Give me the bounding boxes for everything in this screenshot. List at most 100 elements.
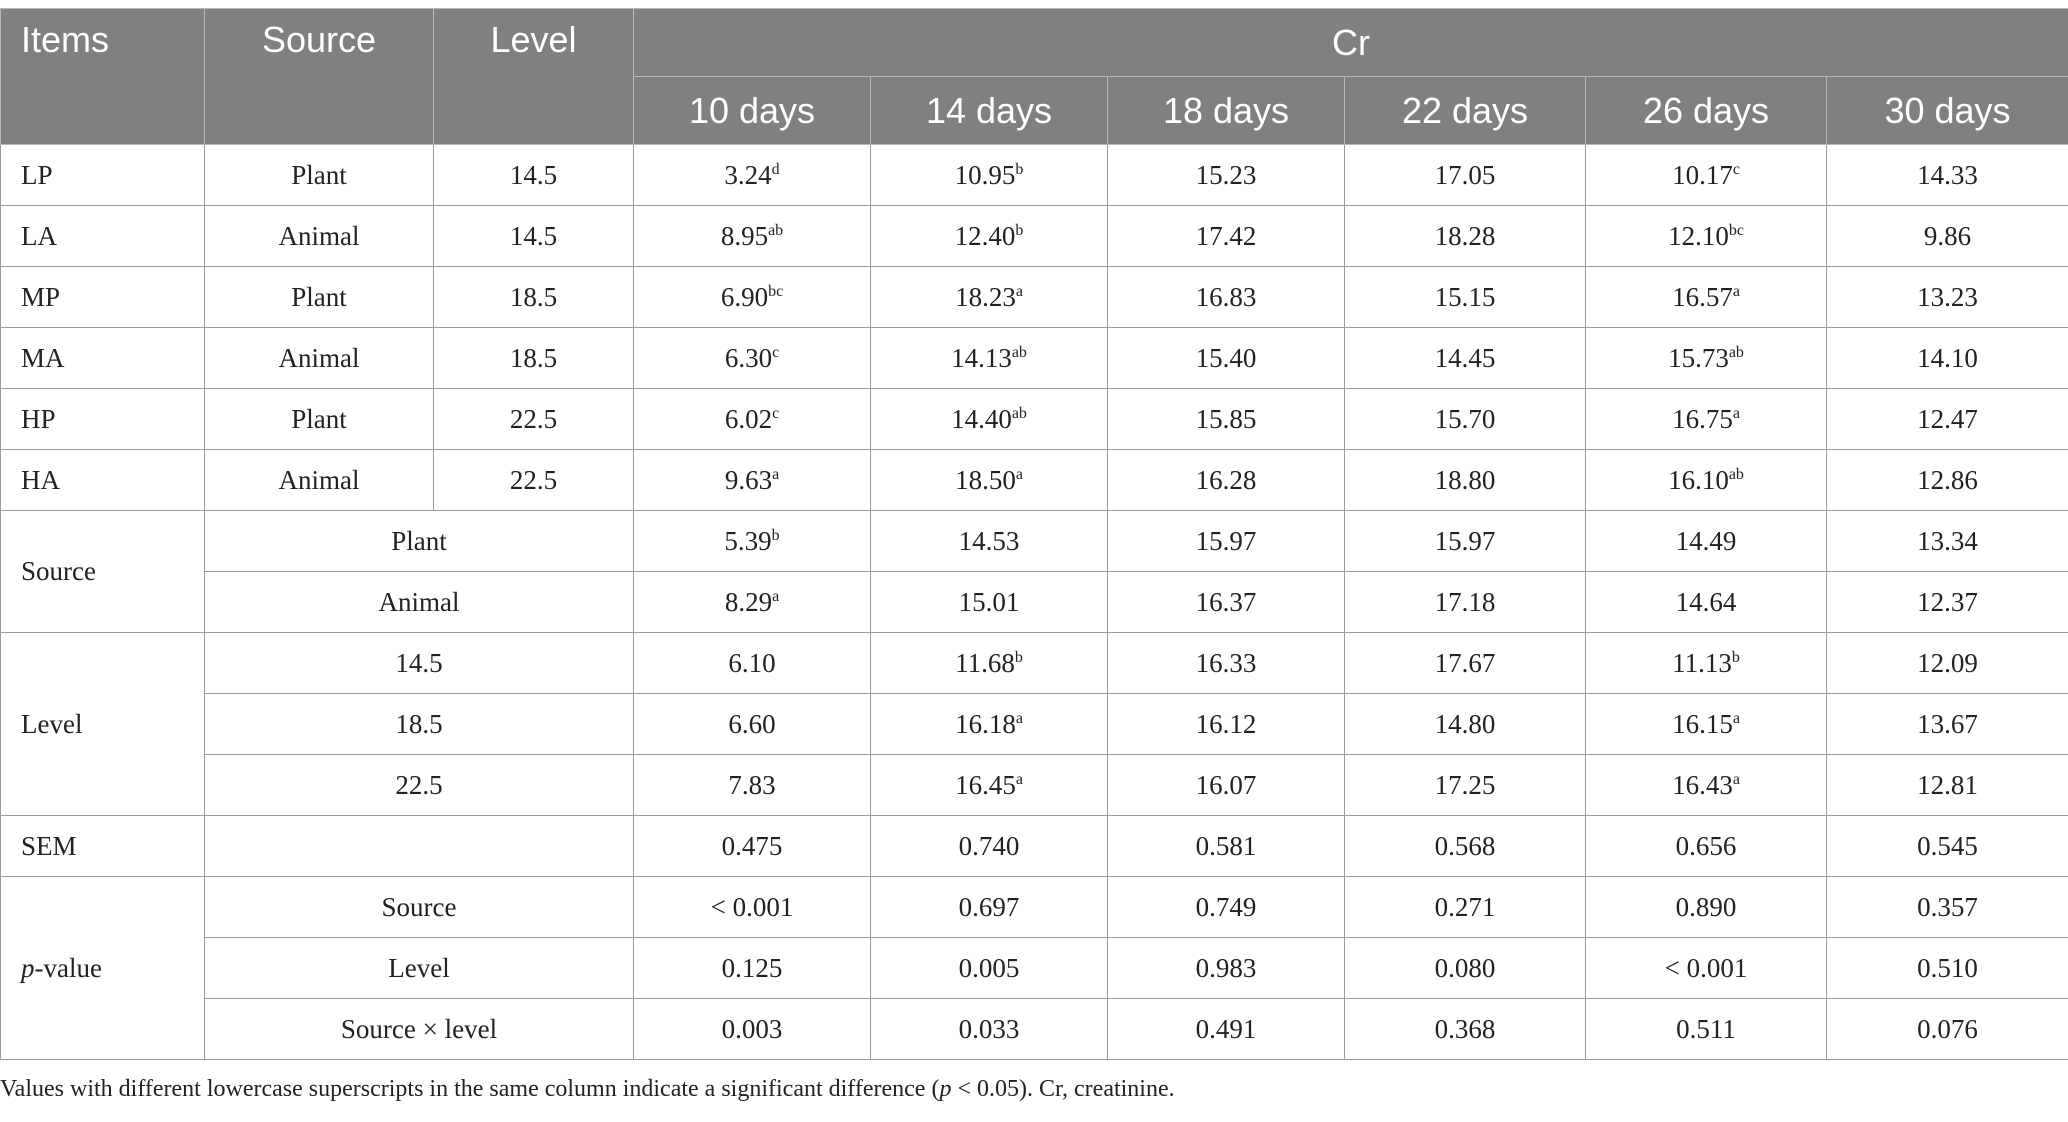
value-cell: 12.09	[1826, 632, 2068, 694]
table-row: HP Plant 22.5 6.02c 14.40ab 15.85 15.70 16.75a 1…	[0, 388, 2068, 450]
value-cell-superscript: a	[1015, 709, 1023, 727]
value-cell: 15.73ab	[1585, 327, 1827, 389]
value-cell: 16.43a	[1585, 754, 1827, 816]
value-cell-value: 12.40	[954, 220, 1016, 251]
item-cell: MP	[0, 266, 205, 328]
value-cell-superscript: ab	[1011, 404, 1027, 422]
header-day-30: 30 days	[1826, 76, 2068, 145]
table-row: p-value Source < 0.001 0.697 0.749 0.271 0.890…	[0, 876, 2068, 1060]
level-cell-value: 14.5	[509, 220, 558, 251]
item-cell: LA	[0, 205, 205, 267]
value-cell: 12.37	[1826, 571, 2068, 633]
value-cell-value: 0.749	[1195, 891, 1257, 922]
value-cell: 0.033	[870, 998, 1108, 1060]
value-cell: 6.60	[633, 693, 871, 755]
value-cell-value: 0.568	[1434, 830, 1496, 861]
value-cell-value: 0.357	[1917, 891, 1978, 922]
value-cell-value: 15.85	[1195, 403, 1257, 434]
subgroup-cell: 22.5	[204, 754, 634, 816]
value-cell-value: 14.33	[1917, 159, 1978, 190]
value-cell-value: 6.02	[724, 403, 773, 434]
value-cell-value: 9.63	[724, 464, 773, 495]
value-cell-value: 5.39	[724, 525, 772, 556]
value-cell-value: 11.13	[1672, 647, 1732, 678]
subgroup-cell-value: Level	[388, 952, 450, 983]
value-cell-value: 14.53	[958, 525, 1020, 556]
table-body: LP Plant 14.5 3.24d 10.95b 15.23 17.05 10.17c 14…	[0, 144, 2068, 1060]
value-cell-value: 16.75	[1672, 403, 1733, 434]
level-cell: 14.5	[433, 144, 634, 206]
value-cell-superscript: a	[1732, 282, 1740, 300]
value-cell-value: 0.545	[1917, 830, 1978, 861]
value-cell-value: 10.17	[1672, 159, 1733, 190]
value-cell: 0.545	[1826, 815, 2068, 877]
value-cell: 0.510	[1826, 937, 2068, 999]
source-group-label-value: Source	[21, 556, 96, 586]
value-cell-value: 15.97	[1195, 525, 1257, 556]
value-cell: 10.95b	[870, 144, 1108, 206]
value-cell-value: 14.49	[1675, 525, 1737, 556]
value-cell: < 0.001	[633, 876, 871, 938]
value-cell-superscript: a	[1732, 404, 1740, 422]
value-cell: 6.02c	[633, 388, 871, 450]
header-day-18: 18 days	[1107, 76, 1345, 145]
item-cell-value: LA	[21, 220, 57, 251]
source-cell: Animal	[204, 327, 434, 389]
value-cell: 0.475	[633, 815, 871, 877]
value-cell: 0.740	[870, 815, 1108, 877]
source-cell: Plant	[204, 388, 434, 450]
value-cell: 0.581	[1107, 815, 1345, 877]
value-cell-superscript: c	[772, 404, 780, 422]
value-cell: 6.30c	[633, 327, 871, 389]
value-cell-value: 16.57	[1672, 281, 1733, 312]
subgroup-cell-value: 18.5	[395, 708, 443, 739]
value-cell-value: 16.83	[1195, 281, 1257, 312]
value-cell-value: 6.60	[728, 708, 776, 739]
value-cell: 17.67	[1344, 632, 1586, 694]
value-cell-value: 18.28	[1434, 220, 1496, 251]
item-cell: MA	[0, 327, 205, 389]
value-cell-value: 14.80	[1434, 708, 1496, 739]
value-cell-value: 13.67	[1917, 708, 1978, 739]
value-cell-value: 0.076	[1917, 1013, 1978, 1044]
value-cell: 0.491	[1107, 998, 1345, 1060]
table-row: HA Animal 22.5 9.63a 18.50a 16.28 18.80 16.10ab…	[0, 449, 2068, 511]
value-cell-superscript: a	[1015, 465, 1023, 483]
value-cell: 0.890	[1585, 876, 1827, 938]
value-cell-value: 15.97	[1434, 525, 1496, 556]
value-cell-superscript: d	[771, 160, 780, 178]
value-cell: 18.80	[1344, 449, 1586, 511]
value-cell: 12.47	[1826, 388, 2068, 450]
value-cell-value: 0.033	[958, 1013, 1020, 1044]
table-row: MA Animal 18.5 6.30c 14.13ab 15.40 14.45 15.73a…	[0, 327, 2068, 389]
value-cell-superscript: a	[772, 465, 780, 483]
value-cell: 8.29a	[633, 571, 871, 633]
value-cell-superscript: b	[1014, 648, 1023, 666]
table-row: 22.5 7.83 16.45a 16.07 17.25 16.43a 12.81	[1, 754, 2068, 816]
source-cell-value: Animal	[278, 342, 360, 373]
value-cell-value: 8.29	[724, 586, 773, 617]
value-cell: 12.81	[1826, 754, 2068, 816]
value-cell: 17.05	[1344, 144, 1586, 206]
level-cell: 22.5	[433, 449, 634, 511]
value-cell-value: 18.80	[1434, 464, 1496, 495]
value-cell-value: 16.33	[1195, 647, 1257, 678]
empty-cell	[204, 815, 634, 877]
value-cell: 18.23a	[870, 266, 1108, 328]
sem-label: SEM	[0, 815, 205, 877]
value-cell: 13.67	[1826, 693, 2068, 755]
source-cell-value: Animal	[278, 464, 360, 495]
value-cell: 7.83	[633, 754, 871, 816]
value-cell-value: 0.475	[721, 830, 783, 861]
value-cell-value: 14.13	[951, 342, 1012, 373]
value-cell: 16.15a	[1585, 693, 1827, 755]
creatinine-table: Items Source Level Cr 10 days 14 days 18…	[0, 8, 2068, 1060]
value-cell: 14.10	[1826, 327, 2068, 389]
value-cell-superscript: ab	[1728, 465, 1744, 483]
value-cell-superscript: c	[1732, 160, 1740, 178]
value-cell-value: 0.740	[958, 830, 1020, 861]
value-cell-superscript: ab	[1011, 343, 1027, 361]
value-cell-value: 12.09	[1917, 647, 1978, 678]
header-items: Items	[0, 8, 205, 145]
value-cell-value: 17.42	[1195, 220, 1257, 251]
